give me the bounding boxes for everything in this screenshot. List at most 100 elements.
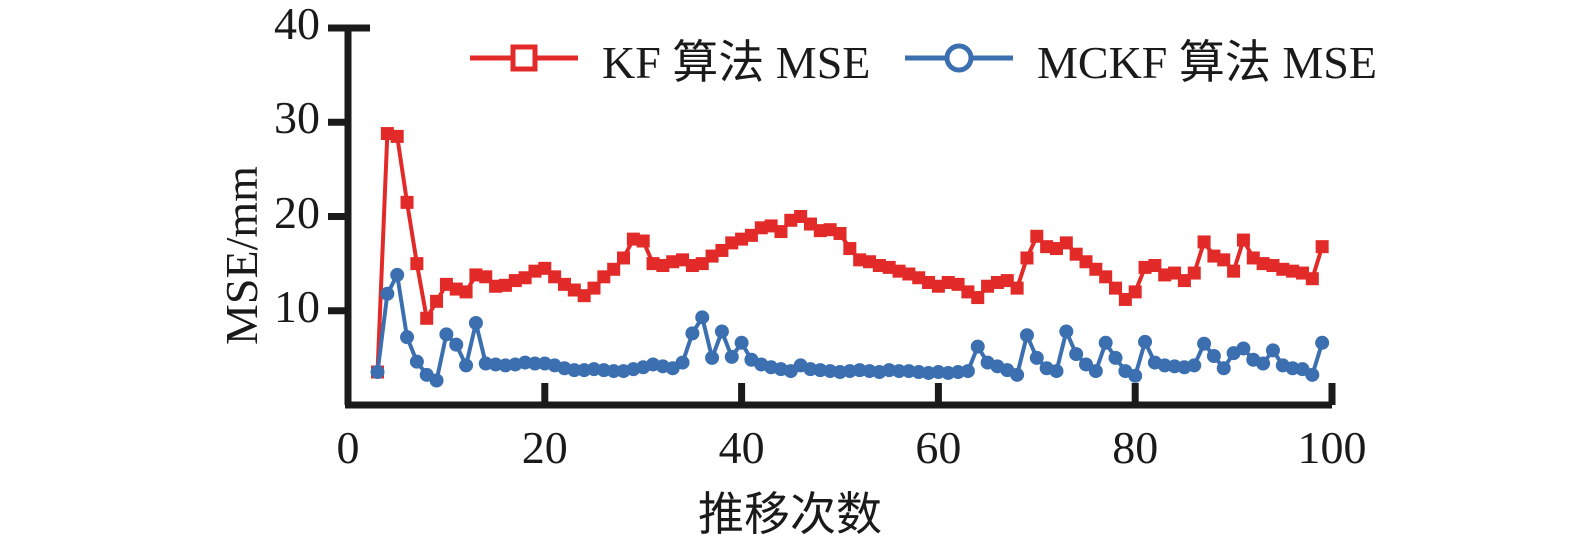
y-tick-label: 30 — [274, 92, 320, 144]
data-point — [597, 270, 611, 284]
data-point — [400, 195, 414, 209]
data-point — [833, 226, 847, 240]
data-point — [1069, 347, 1084, 362]
data-point — [1216, 361, 1231, 376]
data-point — [794, 210, 808, 223]
data-point — [695, 310, 710, 325]
data-point — [587, 281, 601, 295]
data-point — [724, 349, 739, 364]
data-point — [1079, 357, 1093, 372]
data-point — [468, 316, 483, 331]
data-point — [577, 289, 591, 303]
data-point — [370, 365, 385, 380]
data-point — [400, 330, 415, 345]
data-point — [744, 228, 758, 242]
data-point — [410, 257, 424, 271]
data-point — [449, 337, 464, 352]
data-point — [1128, 285, 1142, 299]
x-tick-label: 40 — [718, 422, 765, 473]
y-tick-label: 20 — [274, 186, 320, 238]
data-point — [695, 257, 709, 271]
y-axis-title: MSE/mm — [216, 166, 267, 345]
data-point — [1019, 328, 1034, 343]
data-point — [1010, 367, 1025, 382]
data-point — [1010, 281, 1024, 295]
data-point — [971, 291, 985, 305]
data-point — [1128, 368, 1143, 383]
data-point — [518, 271, 532, 285]
data-point — [734, 335, 749, 350]
data-point — [1217, 253, 1231, 267]
data-point — [1030, 229, 1044, 243]
x-axis-title: 推移次数 — [698, 489, 882, 540]
x-tick-label: 0 — [336, 422, 360, 473]
data-series-group — [370, 127, 1330, 388]
data-point — [675, 355, 690, 370]
data-point — [1138, 334, 1153, 349]
data-point — [1236, 233, 1250, 247]
data-point — [1059, 324, 1074, 339]
legend-label-0: KF 算法 MSE — [602, 37, 871, 88]
data-point — [1108, 350, 1123, 365]
x-tick-label: 100 — [1297, 422, 1367, 473]
data-point — [1177, 274, 1191, 288]
data-point — [705, 350, 720, 365]
data-point — [1206, 348, 1221, 363]
data-point — [380, 286, 395, 301]
data-point — [951, 277, 965, 291]
data-point — [1187, 358, 1202, 373]
data-point — [538, 261, 552, 275]
data-point — [1089, 262, 1103, 276]
data-point — [459, 358, 474, 373]
data-point — [685, 326, 700, 341]
data-point — [1315, 240, 1329, 254]
data-point — [1020, 251, 1034, 265]
data-point — [1109, 281, 1123, 295]
data-point — [1197, 336, 1212, 351]
data-point — [617, 251, 631, 265]
data-point — [1305, 367, 1320, 382]
x-tick-label: 60 — [915, 422, 962, 473]
data-point — [548, 270, 562, 284]
axis-lines — [328, 24, 1336, 409]
data-point — [970, 339, 985, 354]
data-point — [430, 294, 444, 308]
data-point — [1059, 236, 1073, 250]
data-point — [1148, 259, 1162, 273]
data-point — [1069, 247, 1083, 261]
data-point — [960, 364, 975, 379]
data-point — [1256, 356, 1271, 371]
data-point — [1029, 350, 1044, 365]
data-point — [774, 225, 788, 239]
data-point — [390, 267, 405, 282]
data-point — [714, 324, 729, 339]
data-point — [1315, 335, 1330, 350]
data-point — [439, 327, 454, 342]
x-tick-label: 20 — [521, 422, 568, 473]
data-point — [1098, 335, 1113, 350]
legend-marker-square — [510, 44, 538, 72]
data-point — [390, 129, 404, 143]
data-point — [1187, 266, 1201, 280]
data-point — [459, 285, 473, 299]
legend-label-1: MCKF 算法 MSE — [1037, 37, 1377, 88]
data-point — [1305, 272, 1319, 286]
data-point — [1079, 255, 1093, 269]
data-point — [1088, 364, 1103, 379]
data-point — [1197, 235, 1211, 249]
data-point — [803, 217, 817, 231]
data-point — [420, 311, 434, 325]
data-point — [607, 262, 621, 276]
data-point — [1227, 264, 1241, 278]
data-point — [1000, 274, 1014, 288]
data-point — [1099, 270, 1113, 284]
data-point — [843, 242, 857, 256]
data-point — [1236, 341, 1251, 356]
data-point — [479, 270, 493, 284]
y-tick-label: 10 — [274, 280, 320, 332]
data-point — [1168, 266, 1182, 280]
y-tick-label: 40 — [274, 0, 320, 49]
data-point — [715, 243, 729, 257]
